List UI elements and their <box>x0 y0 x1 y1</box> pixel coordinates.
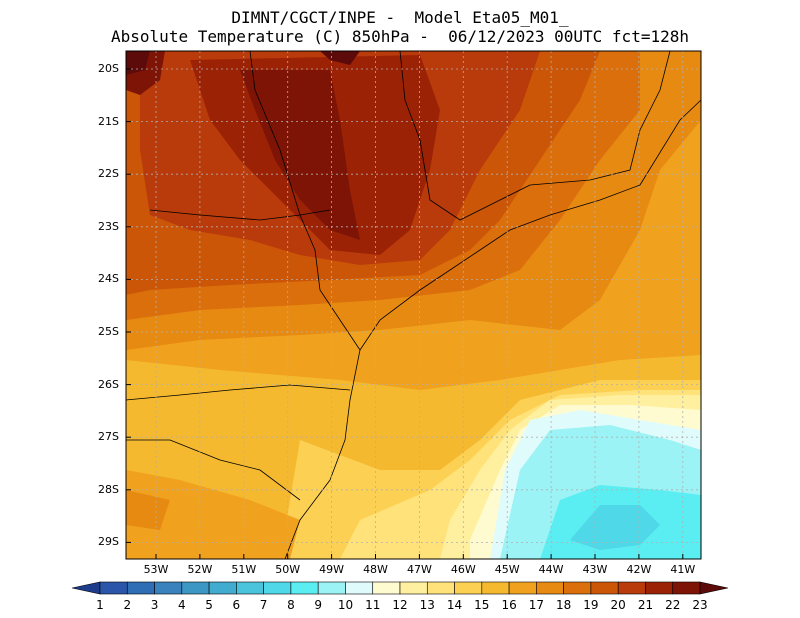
colorbar-label: 8 <box>287 598 295 612</box>
colorbar-swatch <box>590 581 619 595</box>
title-line-1: DIMNT/CGCT/INPE - Model Eta05_M01_ <box>231 8 569 27</box>
colorbar-label: 23 <box>692 598 708 612</box>
lon-label: 53W <box>143 563 169 576</box>
colorbar-swatch <box>345 581 374 595</box>
colorbar-label: 21 <box>637 598 654 612</box>
lon-label: 41W <box>670 563 696 576</box>
colorbar-label: 14 <box>446 598 463 612</box>
colorbar-label: 20 <box>610 598 626 612</box>
colorbar-label: 2 <box>123 598 132 612</box>
lat-label: 21S <box>98 114 119 128</box>
colorbar-arrow-high <box>699 581 729 595</box>
title-line-2: Absolute Temperature (C) 850hPa - 06/12/… <box>111 27 689 46</box>
colorbar-label: 7 <box>259 598 268 612</box>
colorbar-label: 22 <box>665 598 681 612</box>
lat-label: 24S <box>98 272 119 286</box>
colorbar-label: 17 <box>528 598 544 612</box>
colorbar-swatch <box>645 581 674 595</box>
lat-label: 28S <box>98 482 119 496</box>
colorbar-label: 6 <box>232 598 241 612</box>
lat-label: 25S <box>98 325 119 338</box>
lon-label: 47W <box>406 563 432 576</box>
colorbar-label: 1 <box>96 598 104 612</box>
lon-label: 51W <box>231 563 257 576</box>
colorbar-label: 11 <box>365 598 381 612</box>
colorbar-swatch <box>263 581 292 595</box>
colorbar <box>71 581 729 595</box>
lon-label: 43W <box>582 563 608 576</box>
colorbar-swatch <box>563 581 592 595</box>
colorbar-label: 4 <box>177 598 186 612</box>
colorbar-swatch <box>290 581 319 595</box>
colorbar-swatch <box>317 581 346 595</box>
colorbar-swatch <box>426 581 455 595</box>
lat-label: 27S <box>98 430 119 444</box>
colorbar-swatch <box>454 581 483 595</box>
colorbar-swatch <box>208 581 237 595</box>
lon-label: 46W <box>450 563 476 576</box>
colorbar-swatch <box>481 581 510 595</box>
lon-label: 48W <box>363 563 388 576</box>
lon-label: 52W <box>187 563 213 576</box>
colorbar-swatch <box>508 581 537 595</box>
colorbar-swatch <box>399 581 428 595</box>
map-frame <box>125 50 702 560</box>
colorbar-label: 13 <box>419 598 435 612</box>
colorbar-swatch <box>181 581 210 595</box>
colorbar-label: 9 <box>314 598 322 612</box>
colorbar-arrow-low <box>71 581 101 595</box>
colorbar-swatch <box>672 581 701 595</box>
colorbar-label: 5 <box>205 598 213 612</box>
lon-label: 44W <box>538 563 564 576</box>
colorbar-label: 3 <box>150 598 159 612</box>
colorbar-swatch <box>236 581 264 595</box>
lon-label: 45W <box>494 563 520 576</box>
colorbar-label: 12 <box>392 598 408 612</box>
lon-label: 50W <box>275 563 301 576</box>
colorbar-label: 16 <box>501 598 517 612</box>
lat-label: 20S <box>98 62 119 75</box>
colorbar-label: 10 <box>337 598 354 612</box>
colorbar-label: 15 <box>474 598 490 612</box>
temperature-field <box>126 51 701 559</box>
lat-label: 26S <box>98 377 119 391</box>
colorbar-swatch <box>154 581 183 595</box>
lat-label: 22S <box>98 167 119 181</box>
lat-label: 29S <box>98 535 119 549</box>
lon-label: 42W <box>626 563 652 576</box>
colorbar-label: 18 <box>555 598 572 612</box>
lat-label: 23S <box>98 219 119 233</box>
colorbar-swatch <box>126 581 155 595</box>
lon-label: 49W <box>319 563 345 576</box>
colorbar-swatch <box>536 581 564 595</box>
colorbar-swatch <box>372 581 401 595</box>
colorbar-swatch <box>99 581 128 595</box>
colorbar-label: 19 <box>583 598 599 612</box>
colorbar-swatch <box>617 581 646 595</box>
